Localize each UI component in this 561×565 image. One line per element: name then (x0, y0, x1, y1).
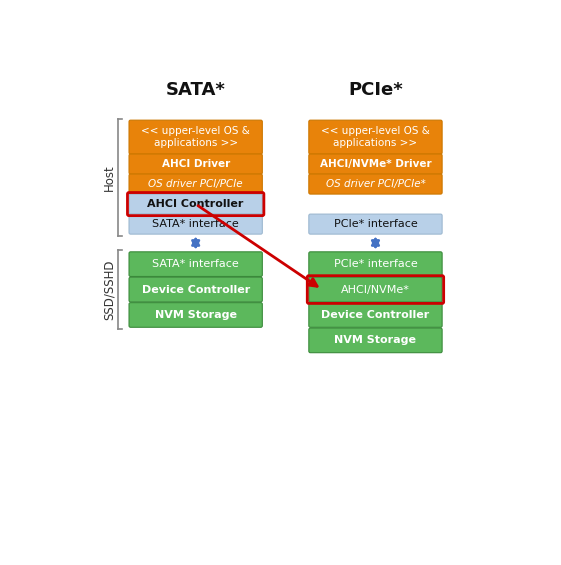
FancyBboxPatch shape (309, 174, 442, 194)
Text: AHCI/NVMe* Driver: AHCI/NVMe* Driver (320, 159, 431, 169)
Text: Host: Host (103, 164, 116, 190)
FancyBboxPatch shape (129, 174, 263, 194)
FancyBboxPatch shape (129, 120, 263, 154)
FancyBboxPatch shape (309, 214, 442, 234)
FancyBboxPatch shape (309, 328, 442, 353)
Text: AHCI/NVMe*: AHCI/NVMe* (341, 285, 410, 294)
Text: Device Controller: Device Controller (321, 310, 430, 320)
Text: SATA* interface: SATA* interface (152, 219, 239, 229)
Text: AHCI Controller: AHCI Controller (148, 199, 244, 209)
FancyBboxPatch shape (309, 277, 442, 302)
FancyBboxPatch shape (129, 194, 263, 214)
Text: PCIe* interface: PCIe* interface (334, 219, 417, 229)
FancyBboxPatch shape (129, 154, 263, 174)
Text: NVM Storage: NVM Storage (155, 310, 237, 320)
Text: PCIe* interface: PCIe* interface (334, 259, 417, 269)
Text: OS driver PCI/PCIe*: OS driver PCI/PCIe* (325, 179, 425, 189)
FancyBboxPatch shape (129, 252, 263, 276)
FancyBboxPatch shape (129, 303, 263, 327)
FancyBboxPatch shape (129, 214, 263, 234)
Text: SATA*: SATA* (165, 81, 226, 99)
Text: Device Controller: Device Controller (141, 285, 250, 294)
FancyBboxPatch shape (309, 303, 442, 327)
FancyBboxPatch shape (309, 252, 442, 276)
Text: SATA* interface: SATA* interface (152, 259, 239, 269)
Text: AHCI Driver: AHCI Driver (162, 159, 230, 169)
Text: PCIe*: PCIe* (348, 81, 403, 99)
Text: << upper-level OS &
applications >>: << upper-level OS & applications >> (321, 127, 430, 148)
Text: SSD/SSHD: SSD/SSHD (103, 259, 116, 320)
FancyBboxPatch shape (129, 277, 263, 302)
Text: << upper-level OS &
applications >>: << upper-level OS & applications >> (141, 127, 250, 148)
FancyBboxPatch shape (309, 154, 442, 174)
Text: OS driver PCI/PCIe: OS driver PCI/PCIe (148, 179, 243, 189)
Text: NVM Storage: NVM Storage (334, 336, 416, 345)
FancyBboxPatch shape (309, 120, 442, 154)
